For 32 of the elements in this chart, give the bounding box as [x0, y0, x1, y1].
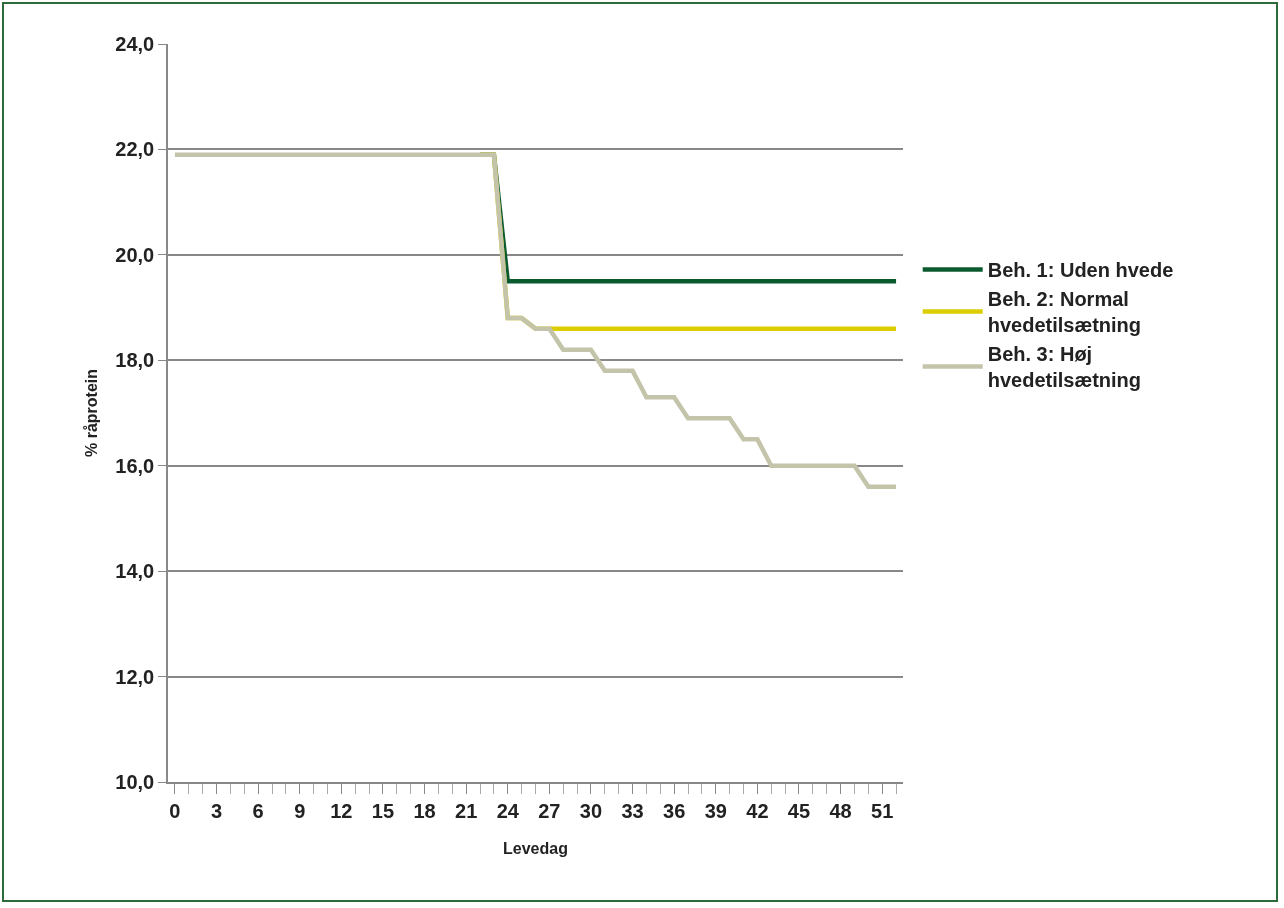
x-tick-label: 12 [330, 799, 353, 822]
y-axis-title: % råprotein [82, 368, 100, 458]
x-tick-label: 45 [787, 799, 811, 822]
x-tick-label: 9 [294, 799, 306, 822]
legend-label: Beh. 2: Normal hvedetilsætning [987, 288, 1142, 337]
x-tick-label: 18 [413, 799, 436, 822]
x-axis-title: Levedag [503, 839, 568, 857]
y-tick-label: 16,0 [115, 454, 155, 477]
x-tick-label: 27 [538, 799, 561, 822]
y-tick-label: 18,0 [115, 349, 155, 372]
x-tick-label: 0 [169, 799, 181, 822]
x-tick-label: 33 [621, 799, 644, 822]
legend-label: Beh. 3: Høj hvedetilsætning [987, 343, 1142, 392]
x-tick-label: 3 [210, 799, 223, 822]
y-tick-label: 24,0 [115, 33, 155, 55]
x-tick-label: 30 [579, 799, 603, 822]
line-series [172, 152, 899, 490]
x-tick-label: 39 [704, 799, 727, 822]
x-tick-label: 15 [371, 799, 395, 822]
y-tick-label: 12,0 [115, 665, 155, 688]
y-tick-label: 10,0 [115, 771, 155, 793]
x-tick-label: 24 [496, 799, 520, 822]
x-tick-label: 51 [871, 799, 894, 822]
y-tick-label: 22,0 [115, 138, 155, 161]
x-tick-label: 36 [663, 799, 686, 822]
y-tick-label: 20,0 [115, 243, 155, 266]
x-tick-label: 21 [455, 799, 478, 822]
x-tick-label: 48 [829, 799, 852, 822]
x-tick-label: 42 [746, 799, 769, 822]
y-tick-label: 14,0 [115, 560, 155, 583]
legend-label: Beh. 1: Uden hvede [987, 259, 1174, 282]
x-tick-label: 6 [252, 799, 264, 822]
